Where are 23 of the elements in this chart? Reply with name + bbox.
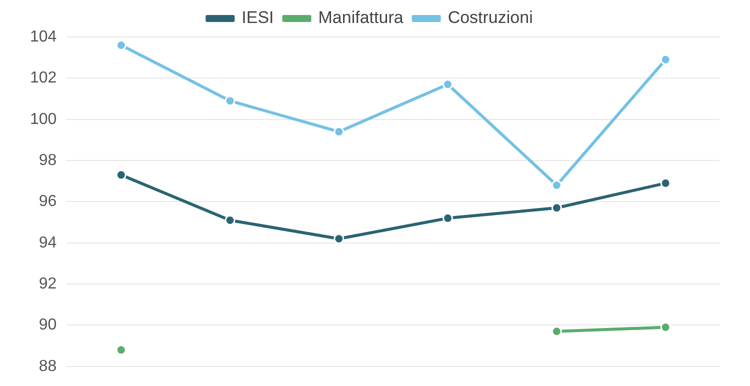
legend-label: Costruzioni (448, 8, 533, 28)
y-tick-label: 94 (38, 234, 57, 252)
point (551, 180, 562, 190)
point (116, 170, 126, 180)
legend-label: Manifattura (318, 8, 404, 28)
point (660, 178, 671, 188)
y-tick-label: 100 (30, 110, 57, 128)
point (660, 54, 671, 65)
y-tick-label: 88 (38, 358, 57, 375)
y-tick-label: 92 (38, 275, 57, 292)
y-tick-label: 104 (30, 28, 57, 46)
legend-label: IESI (242, 8, 274, 28)
y-tick-label: 90 (38, 316, 57, 334)
point (442, 212, 454, 224)
point (551, 202, 562, 214)
y-tick-label: 102 (30, 70, 57, 87)
y-tick-label: 96 (38, 193, 57, 210)
point (442, 79, 454, 90)
point (224, 96, 236, 106)
point (334, 234, 344, 244)
y-tick-label: 98 (38, 152, 57, 169)
point (116, 344, 126, 356)
point (551, 326, 562, 337)
